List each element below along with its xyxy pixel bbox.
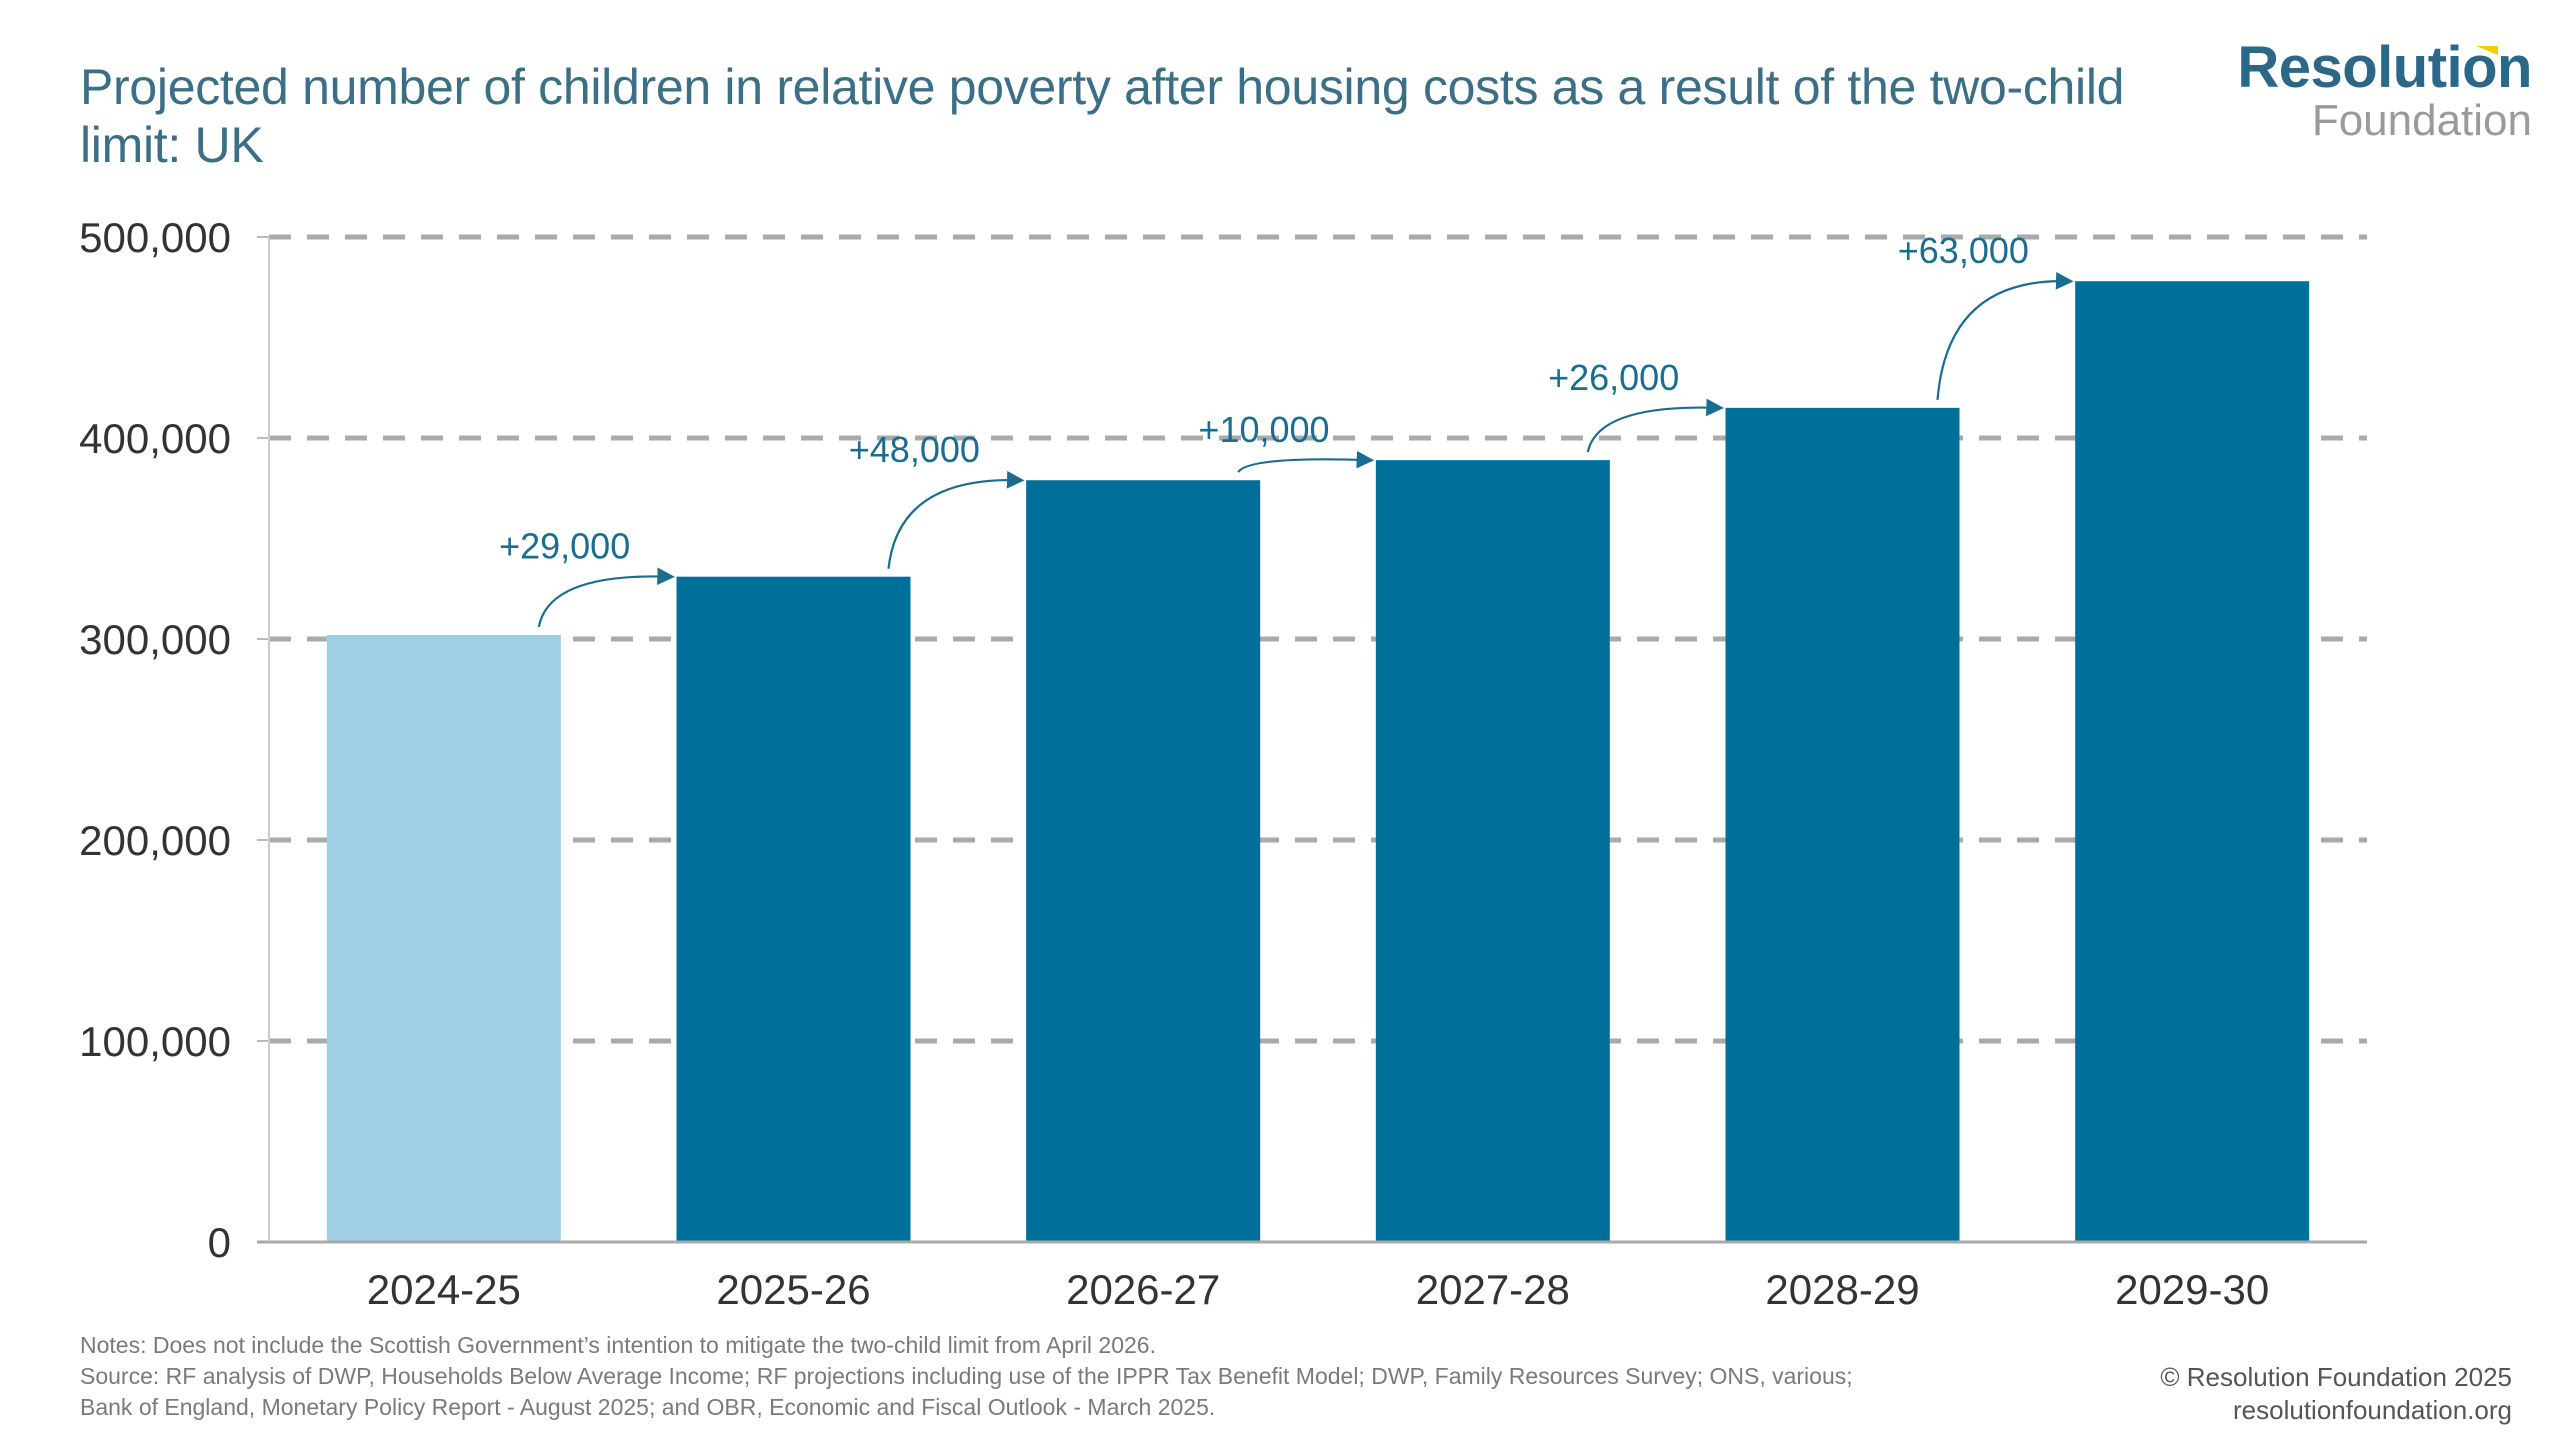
chart-title: Projected number of children in relative… [80,59,2125,173]
chart-footer: Notes: Does not include the Scottish Gov… [80,1330,1853,1423]
x-tick-label: 2025-26 [716,1266,870,1313]
logo-line-1: Resolution [2237,38,2532,98]
website-link[interactable]: resolutionfoundation.org [2233,1395,2512,1425]
change-label: +26,000 [1548,357,1679,398]
change-arrow [1237,450,1375,473]
y-tick-label: 400,000 [79,415,231,462]
axes [257,237,2367,1244]
bar-2025-26 [676,576,911,1242]
x-tick-label: 2026-27 [1066,1266,1220,1313]
change-arrow [887,470,1025,569]
change-label: +10,000 [1198,409,1329,450]
copyright-block: © Resolution Foundation 2025 resolutionf… [2160,1361,2512,1427]
x-axis-ticks: 2024-25 2025-26 2026-27 2027-28 2028-29 2029-… [367,1266,2269,1313]
change-label: +63,000 [1898,230,2029,271]
logo-line-2: Foundation [2311,96,2532,145]
y-tick-label: 500,000 [79,214,231,261]
resolution-foundation-logo: Resolution Foundation [2237,38,2532,144]
bars [326,281,2310,1243]
bar-2029-30 [2075,281,2310,1243]
bar-2027-28 [1375,460,1610,1242]
change-label: +48,000 [849,429,980,470]
y-axis-ticks: 0 100,000 200,000 300,000 400,000 500,000 [79,214,269,1266]
change-label: +29,000 [499,526,630,567]
bar-2028-29 [1725,407,1960,1243]
change-arrow [1586,398,1724,453]
y-tick-label: 300,000 [79,616,231,663]
y-tick-label: 200,000 [79,817,231,864]
change-arrow [537,567,675,628]
change-arrow [1936,271,2074,400]
x-tick-label: 2024-25 [367,1266,521,1313]
x-tick-label: 2028-29 [1765,1266,1919,1313]
bar-2024-25 [326,634,561,1242]
copyright-text: © Resolution Foundation 2025 [2160,1362,2512,1392]
footer-source-line-2: Bank of England, Monetary Policy Report … [80,1394,1216,1420]
footer-notes: Notes: Does not include the Scottish Gov… [80,1332,1156,1358]
y-tick-label: 100,000 [79,1018,231,1065]
logo-accent-icon [2476,46,2498,55]
footer-source-line-1: Source: RF analysis of DWP, Households B… [80,1363,1853,1389]
y-tick-label: 0 [208,1219,231,1266]
bar-2026-27 [1026,480,1261,1243]
x-tick-label: 2029-30 [2115,1266,2269,1313]
x-tick-label: 2027-28 [1416,1266,1570,1313]
change-annotations: +29,000 +48,000 +10,000 +26,000 +63,000 [499,230,2074,628]
gridlines [269,234,2367,1044]
